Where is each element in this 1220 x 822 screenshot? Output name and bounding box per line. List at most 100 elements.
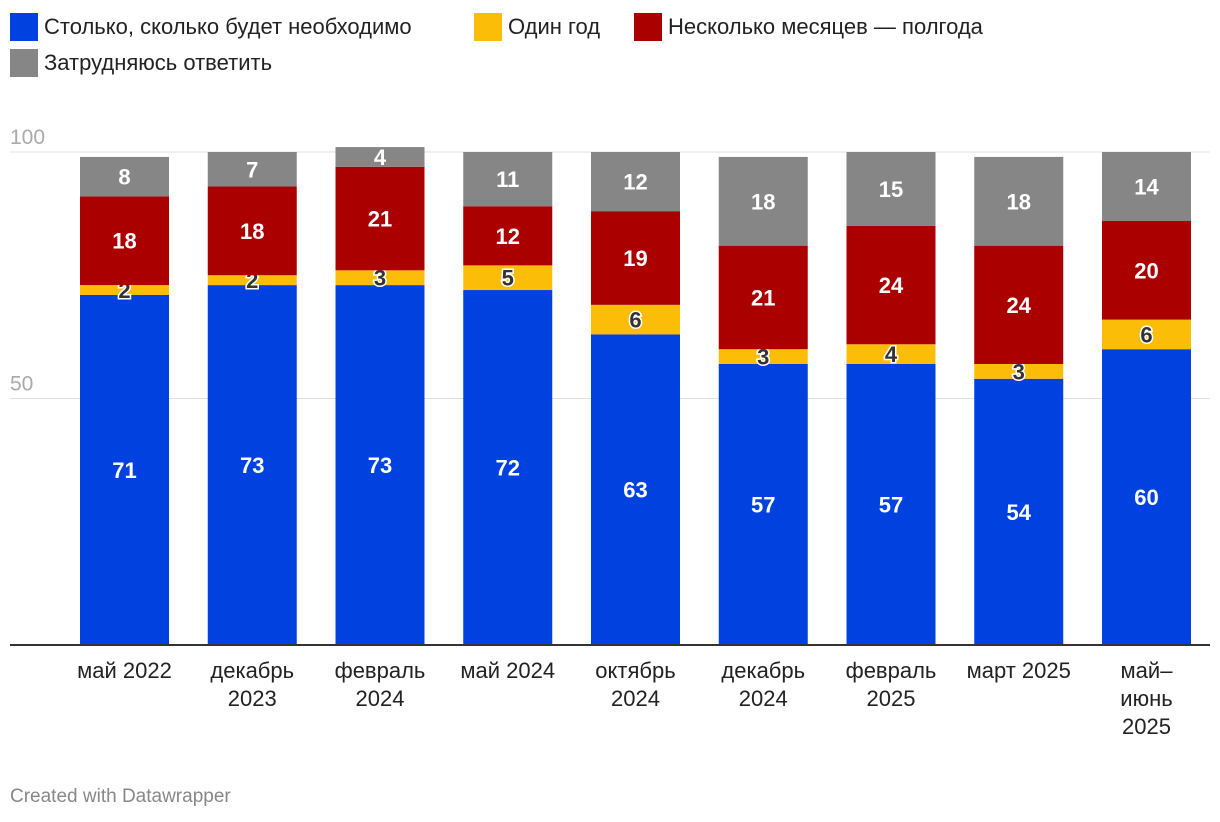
legend-label: Затрудняюсь ответить xyxy=(44,50,273,75)
data-label: 57 xyxy=(879,492,903,517)
x-tick-label: февраль 2025 xyxy=(846,658,937,711)
x-tick-label-line: март 2025 xyxy=(967,658,1071,683)
bar-segment xyxy=(846,363,936,645)
data-label: 73 xyxy=(240,453,264,478)
data-label: 24 xyxy=(879,273,904,298)
data-label: 14 xyxy=(1134,175,1159,200)
data-label: 6 xyxy=(1140,322,1152,347)
bar-segment xyxy=(463,290,553,645)
bar-segment xyxy=(1102,349,1191,645)
bar-segment xyxy=(463,265,553,291)
data-label: 19 xyxy=(623,246,647,271)
x-tick-label: февраль 2024 xyxy=(335,658,426,711)
bar-segment xyxy=(80,285,169,295)
x-tick-label-line: 2023 xyxy=(228,686,277,711)
bar-segment xyxy=(846,225,936,345)
bar-segment xyxy=(80,196,169,286)
x-tick-label-line: 2024 xyxy=(356,686,405,711)
bar-segment xyxy=(80,294,169,645)
legend-item-as-long-as-needed: Столько, сколько будет необходимо xyxy=(10,10,412,44)
bar-segment xyxy=(718,349,808,364)
y-tick-label: 100 xyxy=(10,126,45,149)
data-label: 63 xyxy=(623,478,647,503)
legend-item-one-year: Один год xyxy=(474,10,600,44)
x-tick-label-line: май– xyxy=(1121,658,1174,683)
bar-segment xyxy=(591,304,680,335)
bar-segment xyxy=(974,156,1064,246)
x-tick-label-line: декабрь xyxy=(210,658,294,683)
x-tick-label-line: 2025 xyxy=(1122,714,1171,739)
data-label: 20 xyxy=(1134,258,1158,283)
legend-swatch-red xyxy=(634,13,662,41)
bar-segment xyxy=(80,156,169,197)
x-tick-label-line: июнь xyxy=(1120,686,1172,711)
data-label: 12 xyxy=(496,224,520,249)
x-tick-label-line: 2025 xyxy=(867,686,916,711)
data-label: 18 xyxy=(240,219,264,244)
legend-item-several-months: Несколько месяцев — полгода xyxy=(634,10,983,44)
legend-swatch-blue xyxy=(10,13,38,41)
legend-label: Столько, сколько будет необходимо xyxy=(44,14,412,39)
bar-segment xyxy=(1102,221,1191,320)
data-label: 60 xyxy=(1134,485,1158,510)
legend-swatch-gray xyxy=(10,49,38,77)
legend-item-hard-to-say: Затрудняюсь ответить xyxy=(10,46,272,80)
bar-segment xyxy=(591,152,680,212)
x-tick-label-line: 2024 xyxy=(739,686,788,711)
legend-label: Несколько месяцев — полгода xyxy=(668,14,983,39)
data-label: 18 xyxy=(1007,189,1031,214)
data-label: 6 xyxy=(629,308,641,333)
data-label: 54 xyxy=(1007,500,1032,525)
bar-segment xyxy=(718,245,808,350)
x-tick-label: май– июнь 2025 xyxy=(1120,658,1173,739)
x-tick-label: май 2022 xyxy=(77,658,172,683)
data-label: 24 xyxy=(1007,293,1032,318)
bar-segment xyxy=(463,152,553,207)
data-label: 11 xyxy=(496,167,519,192)
data-label: 8 xyxy=(118,165,130,190)
footer-credit: Created with Datawrapper xyxy=(10,786,231,807)
x-tick-label-line: май 2024 xyxy=(460,658,555,683)
x-tick-label: декабрь 2023 xyxy=(210,658,294,711)
data-label: 57 xyxy=(751,492,775,517)
bar-segment xyxy=(335,285,425,645)
bar-segment xyxy=(335,270,425,286)
data-label: 7 xyxy=(246,157,258,182)
x-tick-label: декабрь 2024 xyxy=(721,658,805,711)
bar-segment xyxy=(591,211,680,305)
bar-segment xyxy=(974,245,1064,364)
bar-segment xyxy=(463,206,553,266)
x-tick-label-line: февраль xyxy=(335,658,426,683)
bar-segment xyxy=(207,186,297,276)
x-tick-label-line: декабрь xyxy=(721,658,805,683)
data-label: 18 xyxy=(112,229,136,254)
x-tick-label-line: октябрь xyxy=(595,658,675,683)
data-label: 4 xyxy=(374,145,387,170)
bar-segment xyxy=(846,152,936,226)
x-tick-label-line: 2024 xyxy=(611,686,660,711)
data-label: 72 xyxy=(496,456,520,481)
bar-segment xyxy=(718,156,808,246)
data-label: 12 xyxy=(623,170,647,195)
legend-swatch-yellow xyxy=(474,13,502,41)
bar-segment xyxy=(974,363,1064,379)
legend-label: Один год xyxy=(508,14,601,39)
data-label: 21 xyxy=(751,285,775,310)
data-label: 21 xyxy=(368,207,392,232)
data-label: 3 xyxy=(1013,359,1025,384)
data-label: 5 xyxy=(502,266,514,291)
bar-segment xyxy=(1102,152,1191,222)
y-tick-label: 50 xyxy=(10,373,33,396)
x-tick-label-line: февраль xyxy=(846,658,937,683)
bar-segment xyxy=(591,334,680,645)
bar-segment xyxy=(335,166,425,271)
bar-segment xyxy=(207,275,297,286)
data-label: 18 xyxy=(751,189,775,214)
data-label: 73 xyxy=(368,453,392,478)
x-tick-label: май 2024 xyxy=(460,658,555,683)
data-label: 15 xyxy=(879,177,903,202)
x-tick-label-line: май 2022 xyxy=(77,658,172,683)
bar-segment xyxy=(718,363,808,645)
x-tick-label: октябрь 2024 xyxy=(595,658,675,711)
